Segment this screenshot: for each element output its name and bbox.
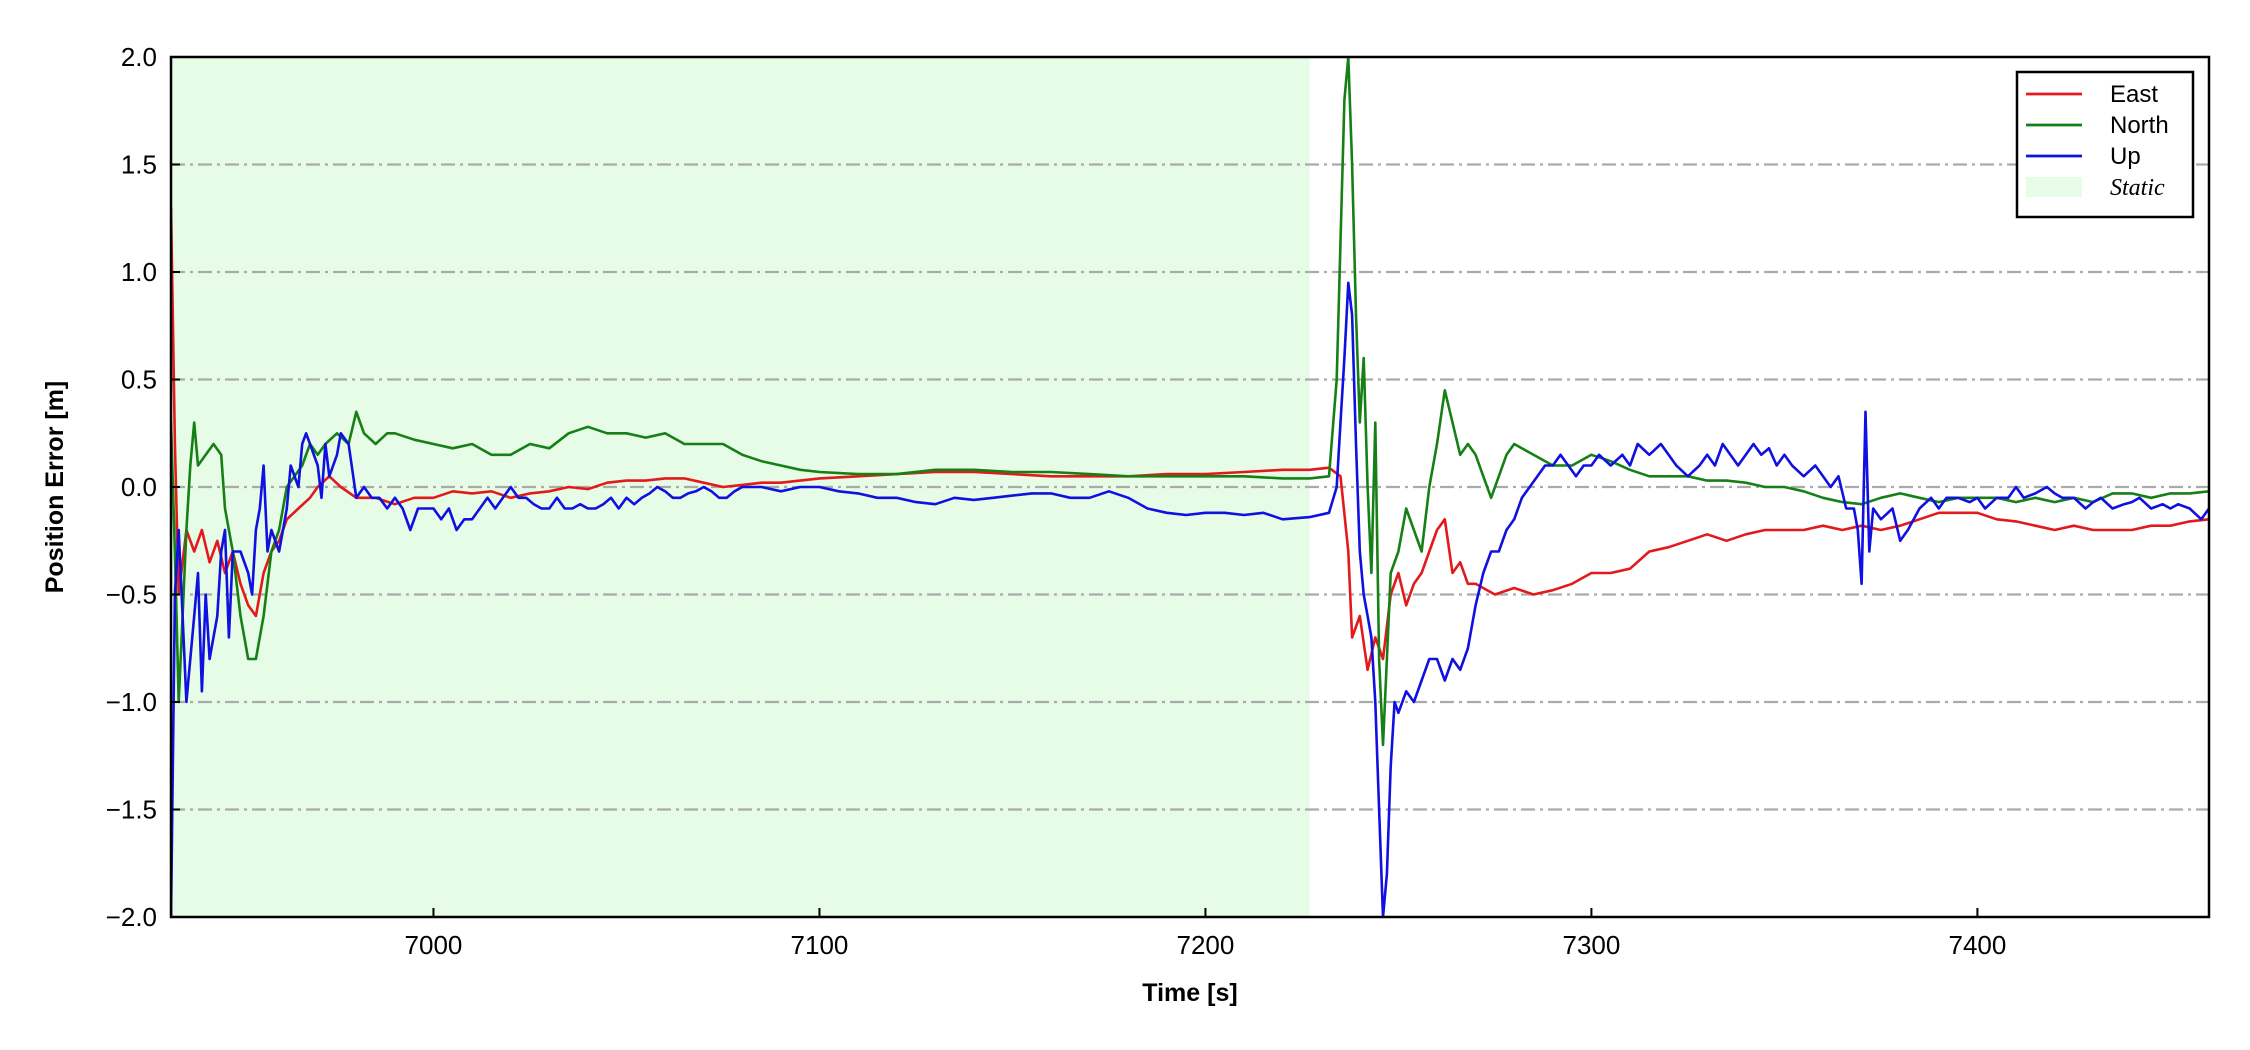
y-tick-label: −1.0: [106, 687, 157, 717]
series-layer: [171, 57, 2209, 917]
x-tick-label: 7000: [405, 930, 463, 960]
x-axis-title: Time [s]: [1142, 979, 1237, 1007]
y-axis-title: Position Error [m]: [41, 381, 69, 594]
legend-label-up: Up: [2110, 143, 2141, 170]
x-tick-label: 7100: [791, 930, 849, 960]
grid-layer: [171, 163, 2209, 811]
y-tick-label: 1.5: [121, 150, 157, 180]
y-tick-label: −2.0: [106, 902, 157, 932]
legend: East North Up Static: [2015, 70, 2195, 219]
legend-label-north: North: [2110, 112, 2169, 139]
y-axis: −2.0 −1.5 −1.0 −0.5 0.0 0.5 1.0 1.5 2.0: [106, 42, 180, 932]
legend-label-static: Static: [2110, 175, 2165, 201]
series-line-up: [171, 281, 2209, 917]
x-axis: 7000 7100 7200 7300 7400: [405, 908, 2006, 960]
y-tick-label: 0.0: [121, 472, 157, 502]
x-tick-label: 7300: [1563, 930, 1621, 960]
y-tick-label: 0.5: [121, 365, 157, 395]
x-tick-label: 7400: [1948, 930, 2006, 960]
y-tick-label: −1.5: [106, 795, 157, 825]
x-tick-label: 7200: [1177, 930, 1235, 960]
y-tick-label: −0.5: [106, 580, 157, 610]
legend-label-east: East: [2110, 81, 2158, 108]
y-tick-label: 2.0: [121, 42, 157, 72]
legend-frame: [2015, 70, 2195, 219]
legend-swatch-static: [2026, 177, 2082, 197]
y-tick-label: 1.0: [121, 257, 157, 287]
